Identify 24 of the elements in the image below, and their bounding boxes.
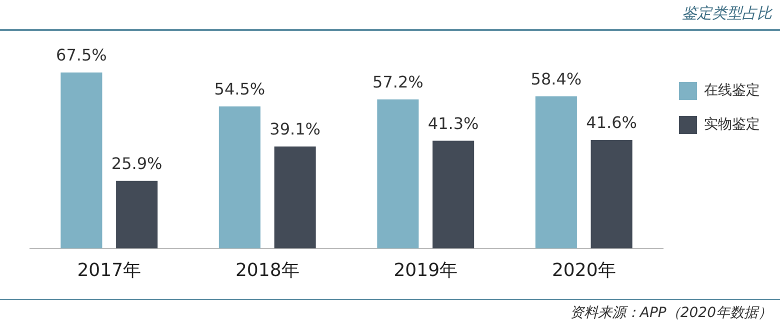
x-tick-label: 2018年 [235,260,300,281]
x-tick-label: 2019年 [394,260,458,281]
x-tick-label: 2017年 [77,260,142,281]
data-label: 41.3% [428,114,479,133]
x-tick-label: 2020年 [552,260,616,281]
bar [432,140,474,248]
bar [60,72,102,248]
data-label: 39.1% [270,120,320,139]
bar [274,146,316,248]
bar [377,99,419,248]
bar [116,180,158,248]
data-label: 67.5% [56,46,107,65]
text: 资料来源：APP（2020年数据） [570,304,772,322]
legend-label: 实物鉴定 [704,116,760,133]
legend-label: 在线鉴定 [704,82,760,99]
data-label: 25.9% [111,154,162,174]
data-label: 41.6% [586,113,637,132]
data-label: 54.5% [214,80,266,99]
data-label: 57.2% [372,72,424,92]
data-label: 58.4% [530,69,582,88]
text: 鉴定类型占比 [682,4,772,23]
bar [535,96,577,248]
bar [218,106,260,248]
bar [590,140,632,248]
